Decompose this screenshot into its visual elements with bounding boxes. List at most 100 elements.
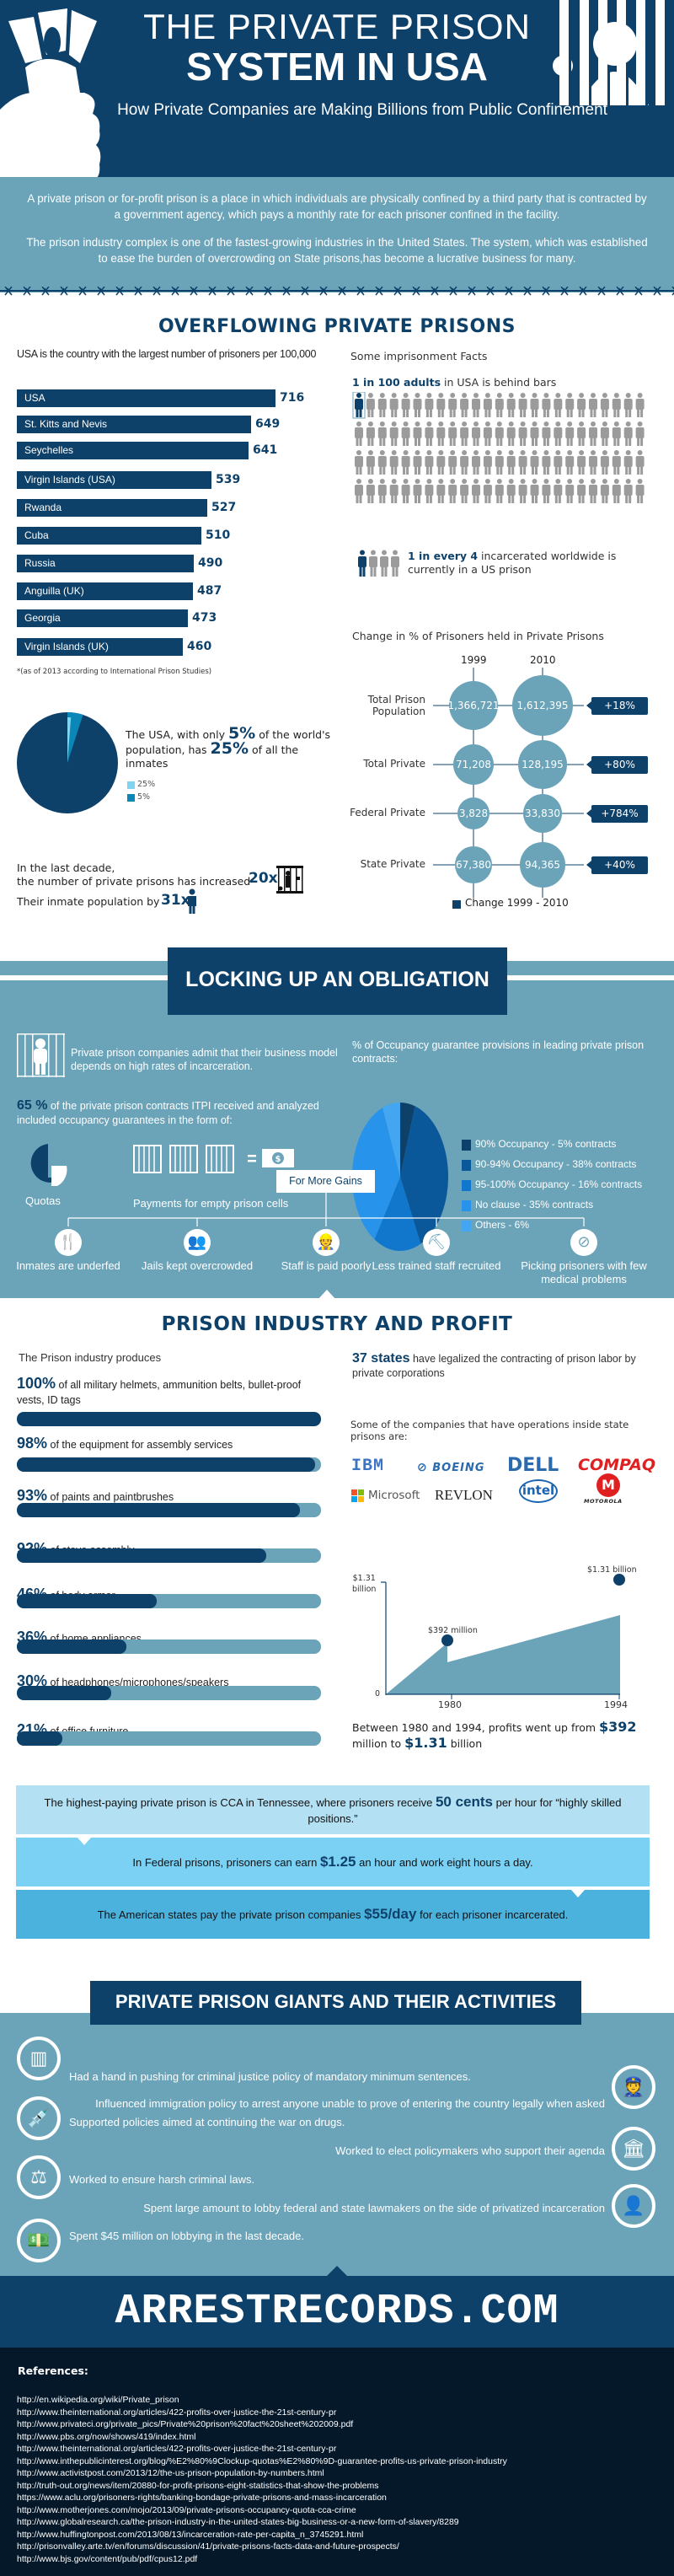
country-bar-value: 487 [197, 584, 222, 598]
change-legend-swatch [452, 900, 461, 909]
giant-activity: Had a hand in pushing for criminal justi… [69, 2070, 471, 2083]
pie-text-e: of all the inmates [126, 743, 299, 770]
country-bar: Anguilla (UK) [17, 582, 193, 600]
point-1980 [441, 1634, 453, 1646]
reference-link[interactable]: http://www.theinternational.org/articles… [17, 2407, 337, 2418]
giant-activity: Spent large amount to lobby federal and … [143, 2202, 605, 2214]
person-figure [460, 479, 469, 503]
gains-tree-lines [67, 1193, 585, 1226]
person-figure [600, 421, 609, 446]
reference-link[interactable]: http://prisonvalley.arte.tv/en/forums/di… [17, 2541, 399, 2552]
person-figure [589, 421, 597, 446]
person-figure [635, 421, 645, 446]
reference-link[interactable]: http://www.inthepublicinterest.org/blog/… [17, 2455, 507, 2466]
reference-link[interactable]: http://truth-out.org/news/item/20880-for… [17, 2480, 379, 2491]
reference-link[interactable]: http://www.bjs.gov/content/pub/pdf/cpus1… [17, 2553, 198, 2564]
admit-text: Private prison companies admit that thei… [71, 1047, 338, 1072]
logo-microsoft: Microsoft [368, 1489, 420, 1502]
info-text-a: In Federal prisons, prisoners can earn [132, 1856, 320, 1869]
fact-1-bold: 1 in 100 adults [352, 376, 441, 389]
person-figure [413, 393, 422, 417]
person-figure [554, 421, 563, 446]
logo-revlon: REVLON [435, 1487, 493, 1503]
info-text-a: The American states pay the private pris… [97, 1908, 365, 1921]
occupancy-legend-label: Others - 6% [475, 1219, 530, 1231]
industry-item-text: of headphones/microphones/speakers [47, 1677, 229, 1688]
person-figure [530, 393, 539, 417]
industry-progress-track [17, 1686, 321, 1700]
person-figure [565, 479, 575, 503]
pie-legend-25: 25% [137, 780, 156, 789]
prison-bars-icon [553, 0, 665, 105]
person-figure [530, 421, 539, 446]
country-bar: Rwanda [17, 499, 207, 517]
reference-link[interactable]: https://www.aclu.org/prisoners-rights/ba… [17, 2493, 387, 2503]
occupancy-slice [382, 1103, 400, 1177]
bubble-1999: 3,828 [457, 797, 489, 829]
bubble-2010: 128,195 [518, 740, 567, 789]
facts-title: Some imprisonment Facts [350, 350, 488, 362]
change-title: Change in % of Prisoners held in Private… [352, 630, 604, 642]
change-badge: +18% [586, 697, 648, 715]
states-text: 37 states have legalized the contracting… [352, 1351, 664, 1381]
person-figure [448, 393, 457, 417]
person-figure [495, 479, 504, 503]
states-bold: 37 states [352, 1351, 410, 1366]
immigration-officer-icon: 👮 [612, 2065, 655, 2109]
capitol-building-icon: 🏛 [612, 2127, 655, 2171]
occupancy-legend-item: 90-94% Occupancy - 38% contracts [462, 1157, 664, 1177]
hand-money-icon [0, 8, 101, 177]
for-more-gains-button[interactable]: For More Gains [276, 1170, 375, 1193]
utensils-plate-icon: 🍴 [55, 1229, 82, 1256]
person-figure [377, 479, 387, 503]
reference-link[interactable]: http://www.pbs.org/now/shows/419/index.h… [17, 2431, 196, 2442]
industry-progress-fill [17, 1731, 63, 1746]
person-figure [436, 393, 446, 417]
logo-dell: DELL [507, 1455, 559, 1476]
person-figure [366, 479, 375, 503]
country-bar-value: 649 [255, 417, 281, 431]
reference-link[interactable]: http://www.huffingtonpost.com/2013/08/13… [17, 2529, 364, 2540]
pie-slice-5 [67, 712, 83, 763]
person-figure [472, 393, 480, 417]
reference-link[interactable]: http://en.wikipedia.org/wiki/Private_pri… [17, 2395, 179, 2405]
fact-1: 1 in 100 adults in USA is behind bars [352, 376, 556, 389]
reference-link[interactable]: http://www.privateci.org/private_pics/Pr… [17, 2419, 354, 2429]
person-figure [460, 393, 469, 417]
country-bar: Cuba [17, 527, 201, 545]
area-y-top-2: billion [352, 1585, 377, 1594]
people-grid-icon [352, 392, 645, 503]
area-y-top: $1.31 billion [352, 1573, 376, 1595]
change-badge: +784% [586, 805, 648, 823]
jail-face-icon: ▥ [17, 2037, 61, 2080]
info-text-a: The highest-paying private prison is CCA… [44, 1795, 436, 1809]
profit-c: million to [352, 1737, 405, 1750]
bubble-grid-lines [433, 668, 584, 898]
reference-link[interactable]: http://www.theinternational.org/articles… [17, 2444, 337, 2454]
pie-text-b: 5% [227, 724, 256, 743]
reference-link[interactable]: http://www.activistpost.com/2013/12/the-… [17, 2468, 324, 2478]
person-figure [413, 479, 422, 503]
industry-progress-fill [17, 1640, 126, 1654]
logo-motorola: MOTOROLA [584, 1498, 623, 1505]
industry-progress-fill [17, 1412, 321, 1426]
person-figure [589, 393, 597, 417]
person-figure [612, 393, 621, 417]
person-figure [448, 479, 457, 503]
occupancy-legend-item: No clause - 35% contracts [462, 1197, 664, 1217]
industry-progress-fill [17, 1686, 111, 1700]
decade-line-1: In the last decade, [17, 861, 115, 874]
giant-activity: Spent $45 million on lobbying in the las… [69, 2230, 304, 2242]
person-figure [401, 421, 410, 446]
occupancy-slice [400, 1103, 415, 1177]
reference-link[interactable]: http://www.globalresearch.ca/the-prison-… [17, 2517, 459, 2527]
person-figure [577, 479, 586, 503]
person-figure [635, 450, 645, 475]
profit-d: $1.31 [404, 1735, 447, 1751]
info-text: The American states pay the private pris… [98, 1906, 569, 1923]
person-figure [436, 421, 446, 446]
area-top-label: $1.31 billion [587, 1565, 637, 1575]
person-figure [623, 450, 633, 475]
decade-value-1: 20x [249, 870, 278, 887]
reference-link[interactable]: http://www.motherjones.com/mojo/2013/09/… [17, 2504, 356, 2515]
